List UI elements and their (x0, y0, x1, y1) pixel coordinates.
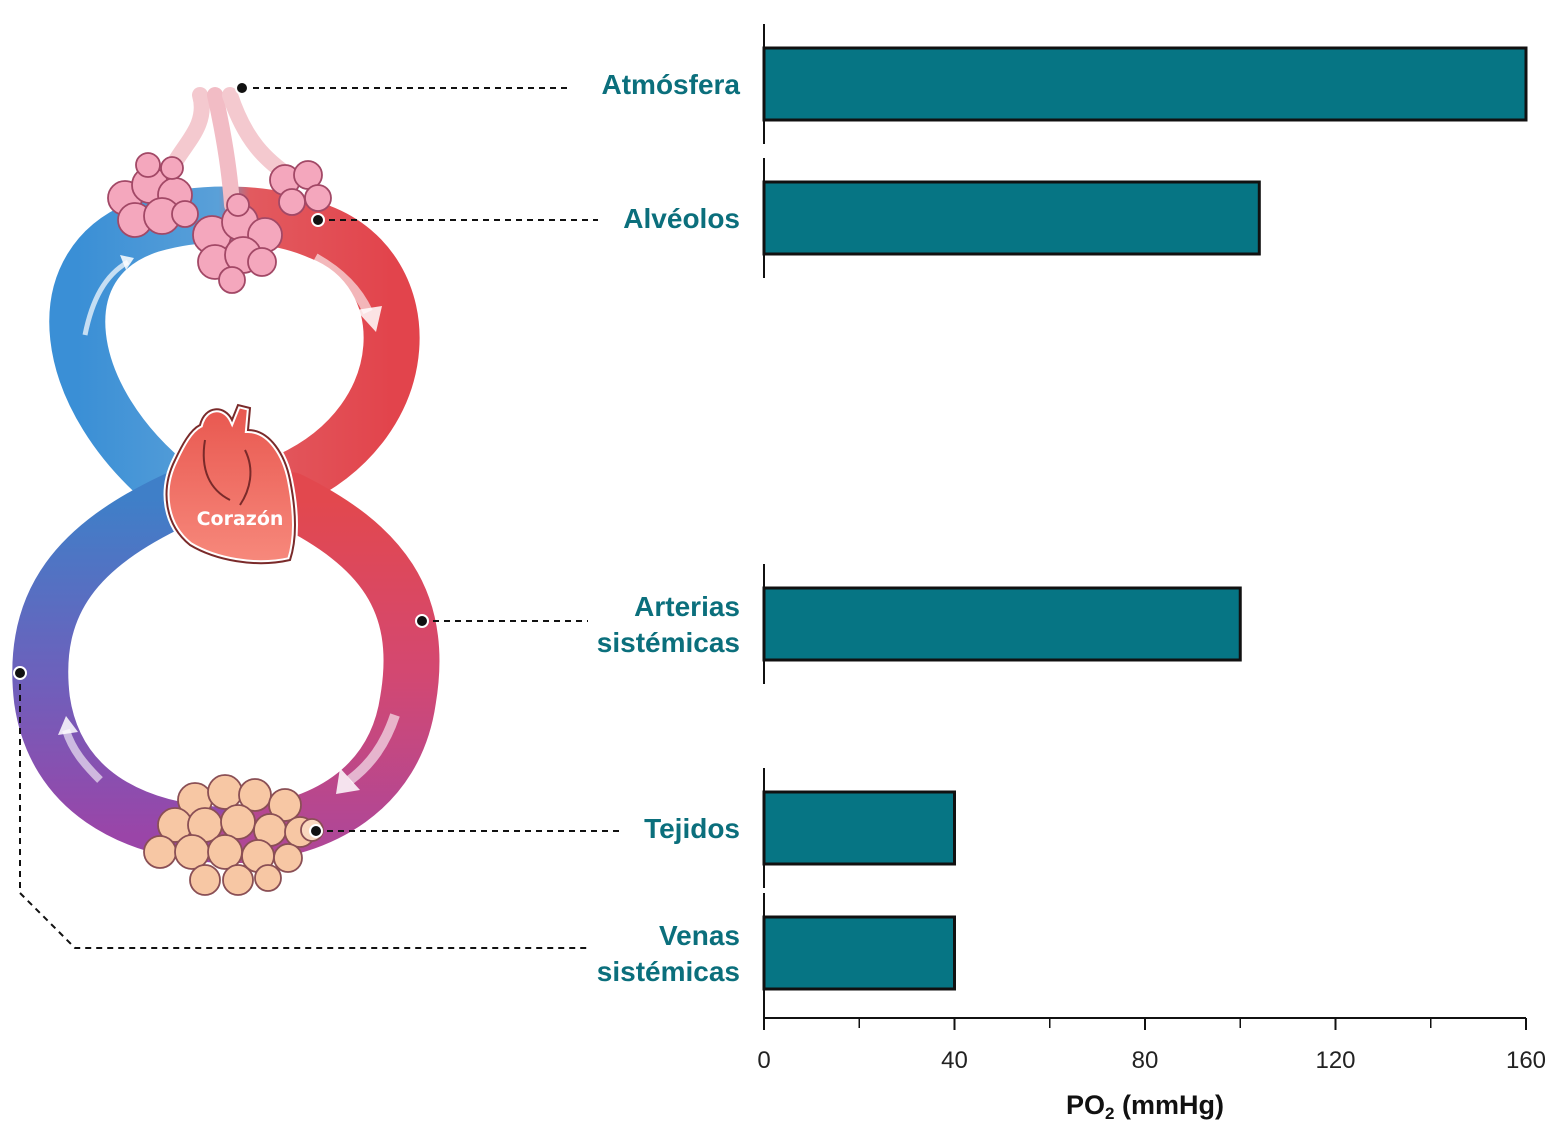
bar (762, 46, 1528, 122)
category-label: Tejidos (644, 813, 740, 844)
x-tick-label: 120 (1315, 1047, 1355, 1074)
x-tick-label: 0 (757, 1047, 770, 1074)
marker-dot-arteries (415, 614, 429, 628)
bar (762, 915, 956, 991)
category-label: Arterias sistémicas (597, 591, 740, 658)
marker-dots (13, 81, 429, 838)
marker-dot-tissues (309, 824, 323, 838)
category-label: Alvéolos (623, 203, 740, 234)
x-tick-label: 160 (1506, 1047, 1546, 1074)
flow-arrow-icon (58, 716, 78, 735)
x-tick-label: 40 (941, 1047, 968, 1074)
alveoli-cluster-icon (107, 152, 332, 294)
po2-bar-chart: 0 40 80 120 160 PO2 (mmHg) Atmósfera Alvéolos Ar… (597, 24, 1546, 1123)
flow-arrow-icon (120, 255, 134, 270)
category-label: Atmósfera (602, 69, 741, 100)
marker-dot-atmosphere (235, 81, 249, 95)
category-label: Venas sistémicas (597, 920, 740, 987)
bar (762, 790, 956, 866)
tissue-cluster-icon (143, 774, 324, 896)
flow-arrow-icon (336, 768, 360, 794)
marker-dot-veins (13, 666, 27, 680)
bar (762, 586, 1242, 662)
flow-arrow-icon (356, 306, 382, 332)
leader-lines (19, 87, 622, 949)
heart-label: Corazón (197, 508, 284, 530)
x-tick-label: 80 (1132, 1047, 1159, 1074)
marker-dot-alveoli (311, 213, 325, 227)
leader-line-veins (19, 673, 590, 949)
x-axis-title: PO2 (mmHg) (1066, 1090, 1224, 1123)
bar (762, 180, 1261, 256)
circulation-illustration: Corazón (12, 81, 622, 949)
heart-icon: Corazón (163, 401, 298, 567)
